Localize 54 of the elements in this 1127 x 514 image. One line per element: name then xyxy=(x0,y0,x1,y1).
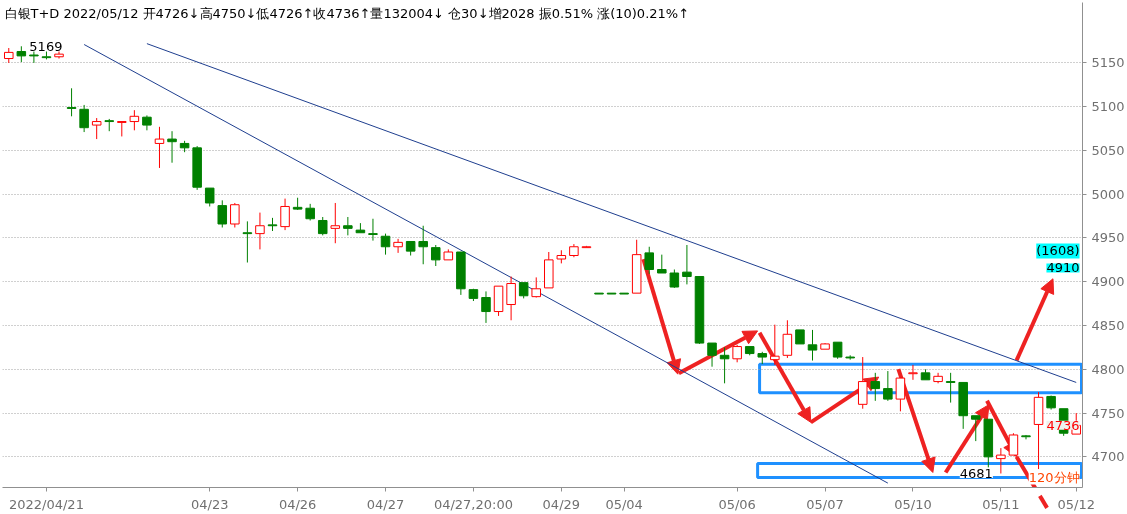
candlestick xyxy=(330,202,341,244)
annotation: 120分钟 xyxy=(1028,469,1080,485)
annotation: 4736 xyxy=(1046,417,1080,433)
candlestick xyxy=(280,198,290,231)
x-tick-label: 05/10 xyxy=(894,496,932,512)
candlestick xyxy=(242,220,253,264)
candlestick xyxy=(933,372,943,384)
x-tick-label: 04/27 xyxy=(366,496,405,512)
x-tick-label: 04/29 xyxy=(542,496,581,512)
annotation: (1608) xyxy=(1036,243,1080,259)
y-tick-label: 5150 xyxy=(1091,55,1125,71)
y-tick-label: 4850 xyxy=(1091,318,1125,334)
candlestick xyxy=(368,218,378,242)
candlestick xyxy=(255,212,265,250)
x-tick-label: 05/12 xyxy=(1057,496,1095,512)
candlestick xyxy=(142,114,152,131)
x-tick-label: 05/07 xyxy=(806,496,844,512)
y-tick-label: 5050 xyxy=(1091,142,1125,158)
candlestick xyxy=(908,364,918,381)
candlestick xyxy=(481,290,491,324)
annotation: 4681 xyxy=(959,465,993,481)
x-tick-label: 05/06 xyxy=(718,496,756,512)
candlestick xyxy=(807,329,818,362)
candlestick xyxy=(393,238,403,254)
annotation: 5169 xyxy=(29,38,63,54)
y-tick-label: 5000 xyxy=(1091,186,1125,202)
y-tick-label: 4750 xyxy=(1091,405,1125,421)
chart-title: 白银T+D 2022/05/12 开4726↓高4750↓低4726↑收4736↑量132004↓ 仓30↓增2028 振0.51% 涨(10)0.21%↑ xyxy=(4,5,690,21)
candlestick xyxy=(29,51,39,64)
candlestick xyxy=(719,346,730,384)
candlestick xyxy=(682,244,692,285)
y-tick-label: 4700 xyxy=(1091,449,1125,465)
candlestick xyxy=(506,276,516,321)
candlestick xyxy=(79,104,89,133)
candlestick xyxy=(770,324,780,366)
x-tick-label: 05/04 xyxy=(605,496,643,512)
y-tick-label: 4900 xyxy=(1091,274,1125,290)
candlestick xyxy=(167,130,177,164)
annotation: 4910 xyxy=(1046,260,1080,276)
candlestick xyxy=(996,447,1006,474)
candlestick xyxy=(4,47,14,64)
y-tick-label: 5100 xyxy=(1091,99,1125,115)
candlestick xyxy=(569,243,579,258)
x-tick-label: 04/27,20:00 xyxy=(433,496,513,512)
x-tick-label: 04/26 xyxy=(278,496,317,512)
x-tick-label: 05/11 xyxy=(982,496,1020,512)
y-tick-label: 4800 xyxy=(1091,361,1125,377)
x-tick-label: 2022/04/21 xyxy=(8,496,84,512)
candlestick xyxy=(857,356,868,410)
candlestick xyxy=(154,126,165,169)
y-tick-label: 4950 xyxy=(1091,230,1125,246)
candlestick xyxy=(418,225,428,265)
x-tick-label: 04/23 xyxy=(190,496,229,512)
candlestick xyxy=(531,276,541,298)
